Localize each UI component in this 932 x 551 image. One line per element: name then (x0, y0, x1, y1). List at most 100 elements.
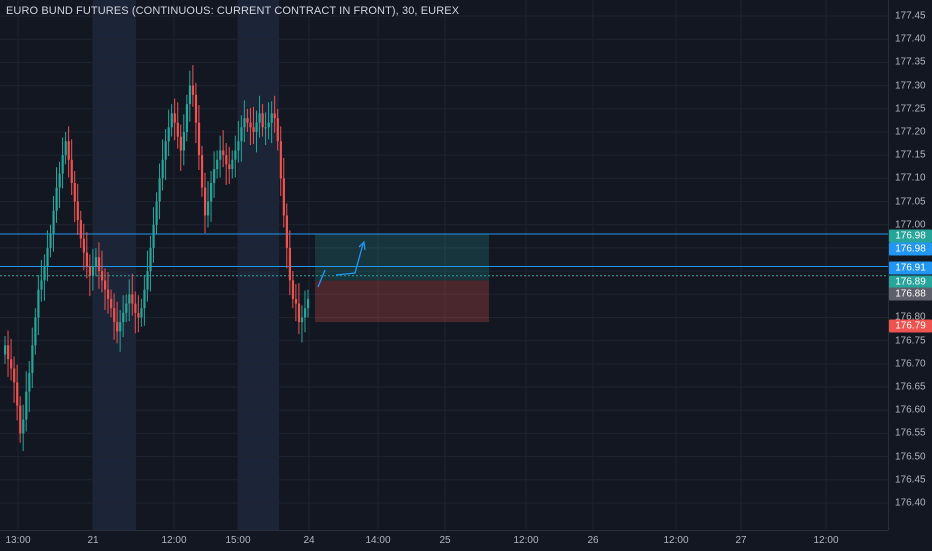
price-tick-label: 176.55 (895, 427, 926, 439)
session-band (93, 0, 136, 530)
candle-body (200, 155, 204, 188)
candle-body (149, 247, 152, 272)
candle-body (152, 224, 155, 248)
candle-body (7, 345, 10, 360)
time-tick-label: 26 (587, 535, 599, 546)
candle-body (231, 159, 234, 170)
candle-body (161, 159, 164, 179)
time-tick-label: 25 (439, 535, 451, 546)
candle-body (100, 271, 104, 281)
price-chart[interactable] (0, 0, 888, 530)
candle-body (234, 150, 237, 160)
candle-body (140, 308, 143, 318)
candle-body (203, 187, 207, 216)
time-tick-label: 12:00 (663, 535, 689, 546)
candle-body (182, 131, 185, 151)
price-tick-label: 177.45 (895, 10, 926, 22)
time-tick-label: 13:00 (5, 535, 31, 546)
candle-body (173, 113, 176, 123)
price-axis-label: 176.91 (889, 261, 932, 275)
price-tick-label: 176.60 (895, 404, 926, 416)
candle-body (288, 247, 292, 281)
price-tick-label: 177.05 (895, 196, 926, 208)
candle-body (131, 294, 134, 304)
profit-zone[interactable] (315, 233, 489, 281)
candle-body (25, 391, 28, 420)
candle-body (85, 252, 89, 267)
time-tick-label: 27 (735, 535, 747, 546)
candle-body (97, 257, 101, 272)
candle-body (303, 308, 307, 318)
candle-body (58, 173, 61, 188)
candle-body (294, 298, 298, 304)
candle-body (249, 122, 252, 128)
session-band (238, 0, 279, 530)
candle-body (19, 405, 22, 434)
candle-body (122, 312, 125, 323)
time-tick-label: 21 (87, 535, 99, 546)
candle-body (246, 118, 249, 123)
arrow-drawing[interactable] (335, 243, 364, 276)
time-tick-label: 24 (303, 535, 315, 546)
price-tick-label: 177.25 (895, 103, 926, 115)
candle-body (116, 322, 119, 332)
candle-body (4, 345, 7, 355)
candle-body (52, 210, 55, 234)
candle-body (197, 122, 201, 156)
chart-pane[interactable]: EURO BUND FUTURES (CONTINUOUS: CURRENT C… (0, 0, 888, 530)
candle-body (46, 247, 49, 267)
candle-body (113, 308, 116, 323)
candle-body (125, 303, 128, 313)
price-tick-label: 176.70 (895, 358, 926, 370)
candle-body (82, 238, 85, 253)
candle-body (103, 280, 107, 290)
price-axis[interactable]: 177.45 177.40 177.35 177.30 177.25 177.20 177.… (888, 0, 932, 530)
time-tick-label: 12:00 (161, 535, 187, 546)
candle-body (16, 382, 19, 406)
time-tick-label: 12:00 (513, 535, 539, 546)
time-axis[interactable]: 13:00 21 12:00 15:00 24 14:00 25 12:00 26 12:00 27… (0, 530, 888, 551)
price-tick-label: 176.45 (895, 474, 926, 486)
candle-body (243, 118, 246, 128)
candle-body (297, 303, 301, 323)
candle-body (13, 368, 16, 383)
loss-zone[interactable] (315, 280, 489, 323)
time-tick-label: 15:00 (225, 535, 251, 546)
candle-body (255, 122, 258, 132)
candle-body (110, 298, 113, 309)
price-tick-label: 176.40 (895, 497, 926, 509)
arrow-head[interactable] (358, 240, 366, 251)
arrow-drawing[interactable] (317, 269, 326, 288)
candle-body (228, 164, 231, 170)
candle-body (222, 150, 225, 156)
candle-body (164, 141, 167, 160)
candle-body (107, 289, 110, 299)
candle-body (119, 322, 122, 332)
price-axis-label: 176.88 (889, 287, 932, 301)
symbol-title: EURO BUND FUTURES (CONTINUOUS: CURRENT C… (6, 5, 460, 17)
candle-body (55, 187, 58, 211)
candle-body (28, 373, 31, 392)
candle-body (240, 127, 243, 142)
price-tick-label: 176.80 (895, 311, 926, 323)
candle-body (276, 118, 279, 142)
candle-body (37, 289, 40, 318)
candle-body (307, 298, 310, 309)
price-tick-label: 177.40 (895, 33, 926, 45)
candle-body (264, 127, 267, 129)
price-tick-label: 176.75 (895, 335, 926, 347)
candle-body (267, 122, 270, 128)
candle-body (31, 345, 34, 374)
price-tick-label: 177.35 (895, 56, 926, 68)
price-tick-label: 177.10 (895, 172, 926, 184)
candle-body (88, 266, 92, 276)
candle-body (49, 233, 52, 248)
candle-body (282, 178, 285, 216)
candle-body (207, 201, 210, 216)
price-tick-label: 176.50 (895, 451, 926, 463)
candle-body (155, 201, 158, 225)
candle-body (67, 141, 70, 160)
candle-body (225, 155, 228, 165)
candle-body (137, 312, 140, 318)
candle-body (146, 271, 149, 290)
